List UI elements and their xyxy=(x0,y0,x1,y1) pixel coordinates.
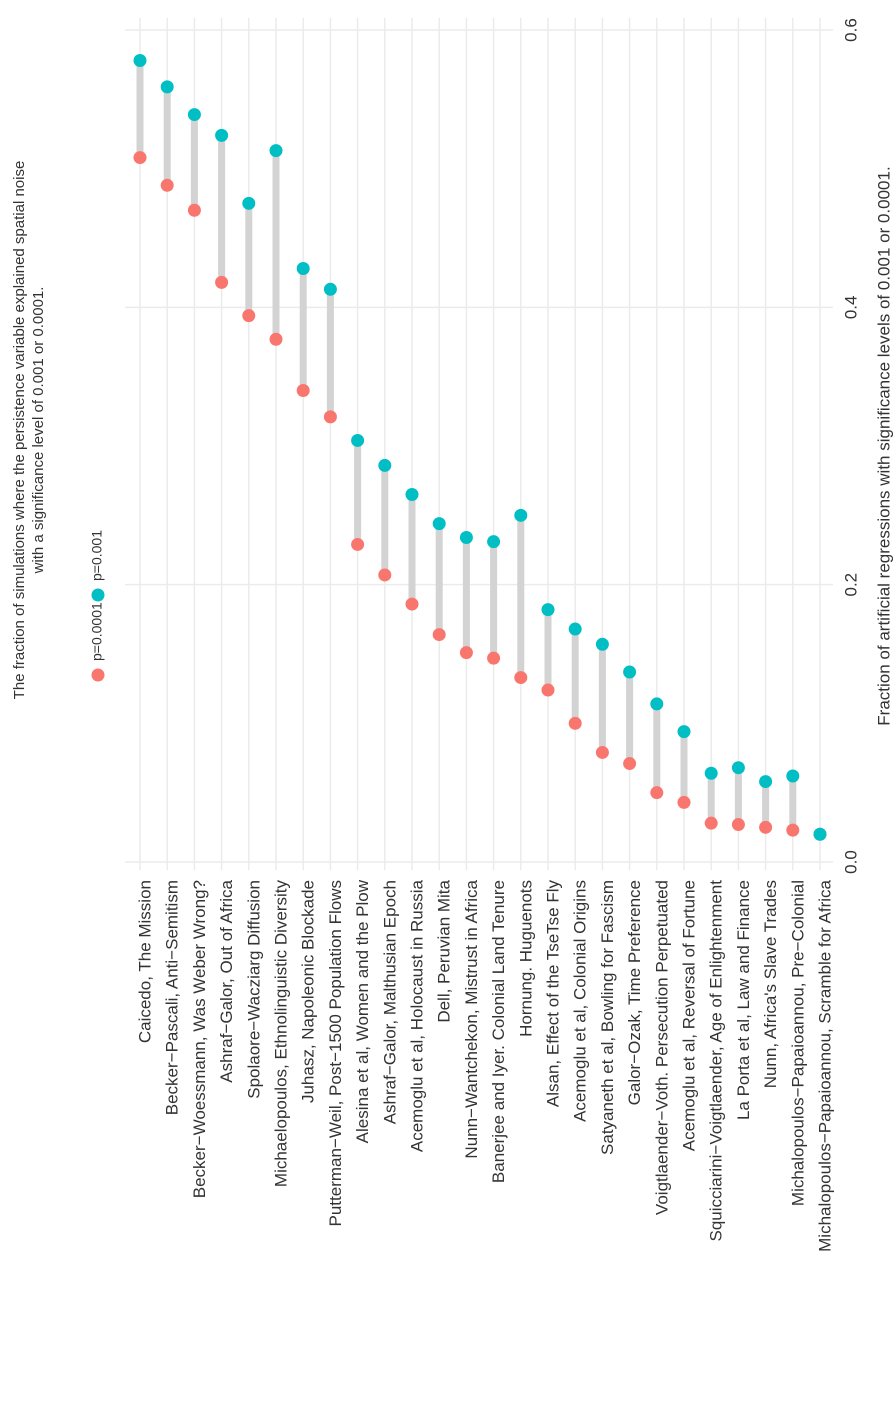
y-tick-label: 0.4 xyxy=(841,296,860,320)
category-label: Michaelopoulos, Ethnolinguistic Diversit… xyxy=(271,880,290,1188)
category-label: Dell, Peruvian Mita xyxy=(435,879,454,1022)
category-label: Alesina et al, Women and the Plow xyxy=(353,879,372,1143)
dot xyxy=(677,725,691,739)
category-label: Squicciarini−Voigtlaender, Age of Enligh… xyxy=(707,880,726,1242)
category-label: Hornung. Huguenots xyxy=(516,880,535,1037)
dot xyxy=(704,816,718,830)
dot xyxy=(623,757,637,771)
dot xyxy=(731,761,745,775)
dot xyxy=(541,683,555,697)
category-label: Alsan, Effect of the TseTse Fly xyxy=(543,880,562,1108)
category-label: Voigtlaender−Voth. Persecution Perpetuat… xyxy=(652,880,671,1215)
dot xyxy=(568,622,582,636)
dot xyxy=(160,178,174,192)
dot xyxy=(541,603,555,617)
dot xyxy=(133,151,147,165)
dot xyxy=(704,766,718,780)
dot xyxy=(514,508,528,522)
chart-title: The fraction of simulations where the pe… xyxy=(11,161,28,700)
dot xyxy=(759,775,773,789)
dot xyxy=(242,196,256,210)
dot xyxy=(378,568,392,582)
category-label: Acemoglu et al, Holocaust in Russia xyxy=(407,879,426,1152)
dot xyxy=(378,458,392,472)
dot xyxy=(405,488,419,502)
dot xyxy=(215,128,229,142)
dot xyxy=(595,637,609,651)
dot xyxy=(242,309,256,323)
dot xyxy=(351,433,365,447)
y-axis-label: Fraction of artificial regressions with … xyxy=(874,166,893,725)
category-label: Nunn, Africa's Slave Trades xyxy=(761,880,780,1088)
y-tick-label: 0.6 xyxy=(841,18,860,42)
category-label: Banerjee and Iyer. Colonial Land Tenure xyxy=(489,880,508,1183)
dot xyxy=(813,827,827,841)
category-label: Acemoglu et al, Colonial Origins xyxy=(571,880,590,1122)
dot xyxy=(650,786,664,800)
chart-title: with a significance level of 0.001 or 0.… xyxy=(30,287,47,575)
legend-swatch xyxy=(91,668,105,682)
dot xyxy=(459,531,473,545)
dot xyxy=(786,769,800,783)
dot xyxy=(296,262,310,276)
dot xyxy=(677,795,691,809)
legend-label: p=0.0001 xyxy=(89,602,105,661)
category-label: Ashraf−Galor, Out of Africa xyxy=(217,879,236,1082)
dot xyxy=(269,144,283,158)
y-tick-label: 0.0 xyxy=(841,850,860,874)
category-label: Putterman−Weil, Post−1500 Population Flo… xyxy=(326,880,345,1227)
dot xyxy=(133,54,147,68)
dot xyxy=(432,628,446,642)
dot xyxy=(187,203,201,217)
dot xyxy=(160,80,174,94)
dot xyxy=(731,818,745,832)
dot xyxy=(459,646,473,660)
dot xyxy=(432,517,446,531)
category-label: Nunn−Wantchekon, Mistrust in Africa xyxy=(462,879,481,1158)
legend-label: p=0.001 xyxy=(89,530,105,581)
category-label: Juhasz, Napoleonic Blockade xyxy=(299,880,318,1103)
dot xyxy=(487,651,501,665)
dot xyxy=(269,332,283,346)
dot xyxy=(759,820,773,834)
dot xyxy=(215,275,229,289)
dot xyxy=(514,671,528,685)
legend-swatch xyxy=(91,588,105,602)
category-label: Becker−Woessmann, Was Weber Wrong? xyxy=(190,880,209,1198)
dot xyxy=(323,410,337,424)
dot xyxy=(323,282,337,296)
category-label: Becker−Pascali, Anti−Semitism xyxy=(163,880,182,1115)
category-label: Ashraf−Galor, Malthusian Epoch xyxy=(380,880,399,1124)
dot xyxy=(405,597,419,611)
dot xyxy=(623,665,637,679)
dot xyxy=(595,745,609,759)
dot xyxy=(296,384,310,398)
dot xyxy=(786,823,800,837)
category-label: Satyaneth et al, Bowling for Fascism xyxy=(598,880,617,1155)
category-label: Michalopoulos−Papaioannou, Scramble for … xyxy=(815,879,834,1251)
dot xyxy=(568,716,582,730)
category-label: Acemoglu et al, Reversal of Fortune xyxy=(679,880,698,1151)
category-label: Galor−Ozak, Time Preference xyxy=(625,880,644,1105)
dot xyxy=(650,697,664,711)
y-tick-label: 0.2 xyxy=(841,573,860,597)
category-label: Caicedo, The Mission xyxy=(135,880,154,1043)
category-label: Spolaore−Wacziarg Diffusion xyxy=(244,880,263,1099)
category-label: Michalopoulos−Papaioannou, Pre−Colonial xyxy=(788,880,807,1206)
category-label: La Porta et al, Law and Finance xyxy=(734,880,753,1120)
dot xyxy=(187,108,201,122)
dot xyxy=(487,535,501,549)
dot xyxy=(351,537,365,551)
